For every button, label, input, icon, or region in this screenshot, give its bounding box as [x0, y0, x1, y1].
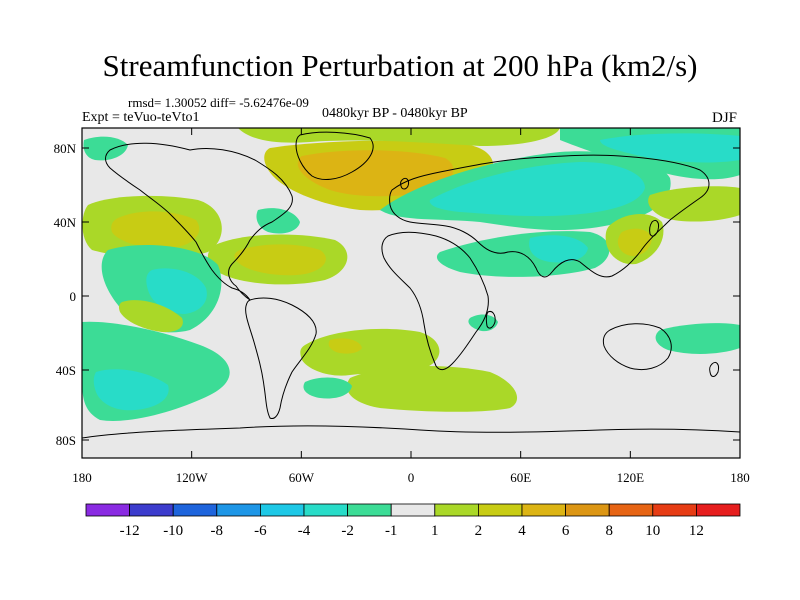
- statistics-text: rmsd= 1.30052 diff= -5.62476e-09: [128, 95, 309, 110]
- contour-negative-australia: [655, 323, 740, 354]
- contour-negative-southern: [303, 377, 352, 399]
- contour-fields: [82, 128, 740, 421]
- colorbar-label: 4: [518, 523, 526, 539]
- contour-positive-southpacific: [118, 300, 183, 333]
- lat-tick-label: 40S: [56, 363, 76, 378]
- colorbar-box: [303, 503, 348, 517]
- colorbar-box: [259, 503, 305, 517]
- lon-tick-label: 0: [408, 470, 415, 485]
- lon-tick-label: 120W: [176, 470, 209, 485]
- contour-negative-eastatlantic-west: [83, 136, 128, 161]
- contour-negative-southasia-inner: [529, 235, 588, 263]
- colorbar-box: [347, 503, 392, 517]
- colorbar-label: -1: [385, 523, 398, 539]
- map-title: Streamfunction Perturbation at 200 hPa (…: [102, 48, 698, 83]
- coastline-uk: [400, 177, 409, 190]
- coastline-antarctica: [82, 425, 740, 439]
- lat-tick-label: 40N: [54, 215, 77, 230]
- coastline-south-america: [245, 297, 317, 419]
- lat-tick-label: 80S: [56, 433, 76, 448]
- colorbar-label: -12: [120, 523, 140, 539]
- contour-negative-indianocean: [468, 314, 498, 332]
- lon-tick-label: 60E: [510, 470, 531, 485]
- colorbar-label: -4: [298, 523, 311, 539]
- season-label: DJF: [712, 110, 738, 126]
- coastline-madagascar: [485, 311, 496, 329]
- experiment-label: Expt = teVuo-teVto1: [82, 110, 200, 125]
- colorbar-label: 8: [605, 523, 613, 539]
- colorbar: -12 -10 -8 -6 -4 -2 -1 1 2 4 6 8 10 12: [85, 503, 741, 539]
- colorbar-label: 2: [475, 523, 483, 539]
- lat-tick-label: 80N: [54, 141, 77, 156]
- contour-negative-eurasia-inner: [429, 162, 645, 217]
- colorbar-box: [129, 503, 174, 517]
- coastline-eurasia: [389, 154, 710, 278]
- lon-tick-label: 180: [72, 470, 92, 485]
- colorbar-label: 6: [562, 523, 570, 539]
- contour-positive-eastasia-inner: [617, 228, 652, 256]
- colorbar-box: [434, 503, 479, 517]
- colorbar-box: [172, 503, 218, 517]
- coastline-north-america: [105, 142, 293, 301]
- colorbar-label: -2: [341, 523, 354, 539]
- contour-negative-arctic-east-inner: [600, 133, 740, 163]
- colorbar-label: -6: [254, 523, 267, 539]
- contour-positive-southindian: [346, 366, 518, 412]
- coastline-japan: [649, 219, 659, 237]
- colorbar-label: 1: [431, 523, 439, 539]
- contour-positive-eastpacific-inner: [234, 244, 326, 276]
- coastline-new-zealand: [709, 361, 719, 377]
- lat-tick-label: 0: [70, 289, 77, 304]
- colorbar-label: 10: [645, 523, 660, 539]
- coastlines: [82, 131, 740, 439]
- colorbar-label: -8: [211, 523, 224, 539]
- colorbar-label: -10: [163, 523, 183, 539]
- contour-positive-natlantic-inner: [297, 150, 454, 197]
- colorbar-box: [608, 503, 654, 517]
- colorbar-label: 12: [689, 523, 704, 539]
- contour-negative-westatlantic: [256, 208, 300, 234]
- coastline-australia: [602, 323, 672, 371]
- colorbar-box: [477, 503, 523, 517]
- contour-positive-westpacific: [648, 186, 740, 222]
- lon-tick-label: 60W: [289, 470, 315, 485]
- contour-negative-centralpacific-inner: [146, 268, 207, 314]
- coastline-africa: [381, 231, 489, 371]
- colorbar-box: [652, 503, 697, 517]
- period-label: 0480kyr BP - 0480kyr BP: [322, 106, 468, 121]
- colorbar-box: [696, 503, 741, 517]
- colorbar-box: [390, 503, 436, 517]
- lon-tick-label: 120E: [617, 470, 645, 485]
- contour-positive-southatlantic-inner: [328, 338, 362, 354]
- coastline-greenland: [295, 131, 374, 180]
- colorbar-box: [565, 503, 610, 517]
- colorbar-box: [85, 503, 130, 517]
- colorbar-box: [521, 503, 566, 517]
- longitude-axis: 180 120W 60W 0 60E 120E 180: [72, 128, 750, 485]
- lon-tick-label: 180: [730, 470, 750, 485]
- latitude-axis: 80N 40N 0 40S 80S: [54, 141, 740, 448]
- colorbar-box: [216, 503, 261, 517]
- contour-negative-southpacific-inner: [93, 369, 169, 411]
